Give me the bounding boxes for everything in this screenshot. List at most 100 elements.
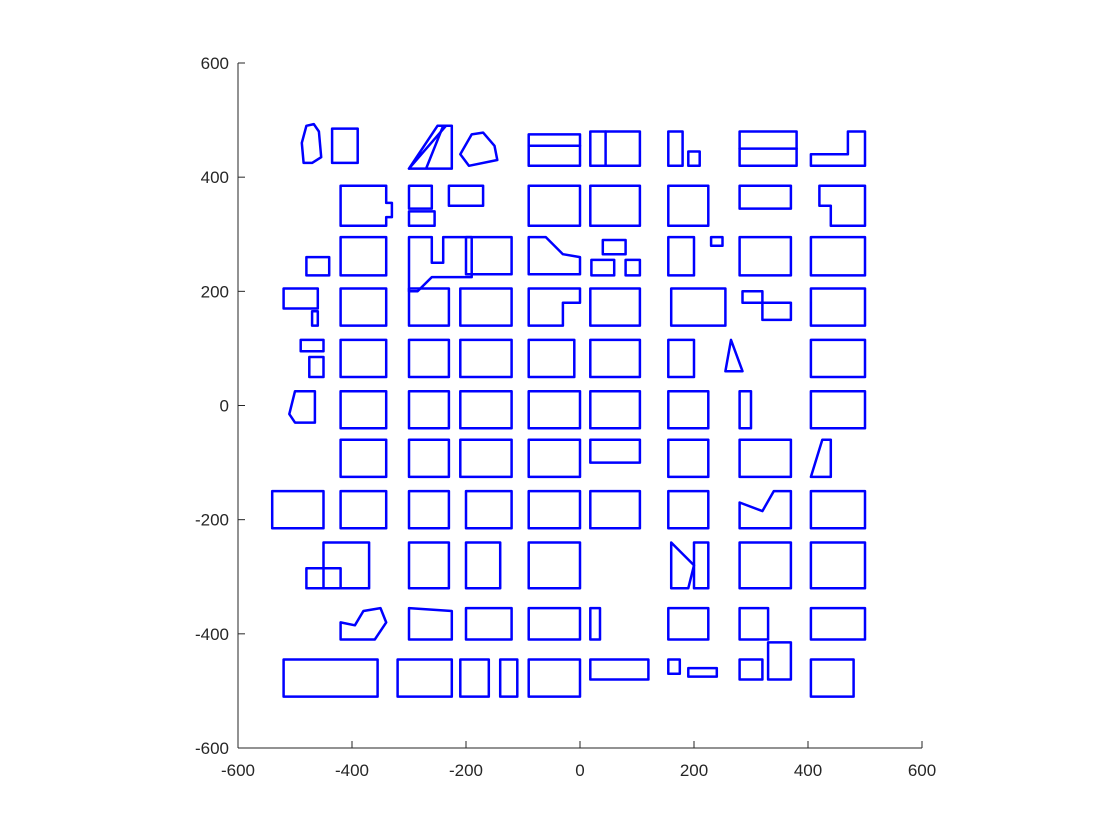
- building-outline: [738, 235, 793, 277]
- building-outline: [809, 130, 867, 168]
- building-outline: [407, 287, 451, 327]
- building-outline: [339, 235, 388, 277]
- building-outline: [339, 338, 388, 379]
- y-tick-label: -400: [195, 625, 229, 644]
- building-outline: [738, 438, 793, 479]
- building-outline: [667, 338, 696, 379]
- building-outline: [809, 606, 867, 641]
- building-outline: [766, 641, 793, 681]
- building-outline: [667, 235, 696, 277]
- building-outline: [407, 541, 451, 590]
- building-outline: [339, 287, 388, 327]
- building-outline: [527, 133, 582, 168]
- building-outline: [589, 658, 650, 681]
- building-outline: [741, 290, 793, 322]
- building-outline: [407, 389, 451, 430]
- building-outline: [459, 338, 513, 379]
- building-outline: [667, 389, 710, 430]
- building-outline: [447, 184, 485, 207]
- building-outline: [464, 489, 513, 530]
- building-outline: [669, 287, 727, 327]
- x-tick-label: 400: [794, 761, 822, 780]
- building-outline: [407, 338, 451, 379]
- building-outline: [589, 389, 642, 430]
- building-outline: [339, 184, 394, 227]
- building-outline: [396, 658, 454, 698]
- building-outline: [407, 489, 451, 530]
- y-tick-label: 400: [201, 168, 229, 187]
- building-outline: [667, 658, 682, 676]
- building-outline: [527, 438, 582, 479]
- building-outline: [738, 489, 793, 530]
- building-outline: [310, 310, 320, 327]
- building-outline: [305, 566, 342, 590]
- building-outline: [339, 389, 388, 430]
- building-outline: [809, 235, 867, 277]
- building-outline: [809, 338, 867, 379]
- building-outline: [407, 210, 436, 227]
- building-outline: [288, 389, 317, 424]
- building-outline: [282, 287, 320, 310]
- building-outline: [809, 489, 867, 530]
- building-outline: [667, 489, 710, 530]
- building-outline: [692, 541, 710, 590]
- building-outline: [809, 541, 867, 590]
- building-outline: [590, 258, 616, 277]
- building-outline: [459, 389, 513, 430]
- building-outline: [299, 338, 325, 353]
- building-outline: [667, 184, 710, 227]
- building-outline: [527, 338, 576, 379]
- x-tick-label: -200: [449, 761, 483, 780]
- building-outline: [527, 489, 582, 530]
- x-tick-label: 200: [680, 761, 708, 780]
- building-outline: [709, 235, 724, 247]
- building-outline: [589, 489, 642, 530]
- building-outline: [589, 287, 642, 327]
- building-outline: [809, 438, 833, 479]
- building-outline: [464, 606, 513, 641]
- x-tick-label: 0: [575, 761, 584, 780]
- y-tick-label: -200: [195, 511, 229, 530]
- x-tick-label: 600: [908, 761, 936, 780]
- building-outline: [589, 130, 642, 168]
- building-outline: [667, 130, 684, 168]
- building-outline: [687, 666, 719, 678]
- building-outline: [322, 541, 371, 590]
- building-outline: [407, 438, 451, 479]
- building-outline: [667, 606, 710, 641]
- building-outline: [330, 127, 359, 165]
- building-outline: [339, 606, 388, 641]
- building-outline: [687, 150, 701, 168]
- building-outline: [300, 122, 323, 165]
- building-outline: [527, 541, 582, 590]
- building-outline: [667, 438, 710, 479]
- building-outline: [339, 438, 388, 479]
- building-outline: [738, 184, 793, 210]
- building-outline: [407, 184, 434, 210]
- building-outline: [305, 255, 331, 277]
- building-outline: [270, 489, 325, 530]
- building-outline: [527, 235, 582, 276]
- building-outline: [738, 389, 753, 430]
- building-outline: [407, 124, 448, 170]
- building-outline: [589, 338, 642, 379]
- building-outline: [282, 658, 379, 698]
- x-tick-label: -400: [335, 761, 369, 780]
- y-tick-label: 200: [201, 282, 229, 301]
- building-outline: [527, 287, 582, 327]
- building-outline: [738, 606, 770, 641]
- building-outline: [407, 606, 454, 641]
- building-outline: [738, 658, 764, 681]
- building-outline: [527, 389, 582, 430]
- building-outline: [308, 355, 325, 379]
- building-outline: [339, 489, 388, 530]
- building-outline: [738, 130, 798, 168]
- y-tick-label: 600: [201, 54, 229, 73]
- building-outline: [589, 606, 602, 641]
- building-outline: [818, 184, 867, 227]
- building-outline: [724, 338, 744, 373]
- building-outline: [601, 238, 627, 256]
- building-outlines: [270, 122, 867, 698]
